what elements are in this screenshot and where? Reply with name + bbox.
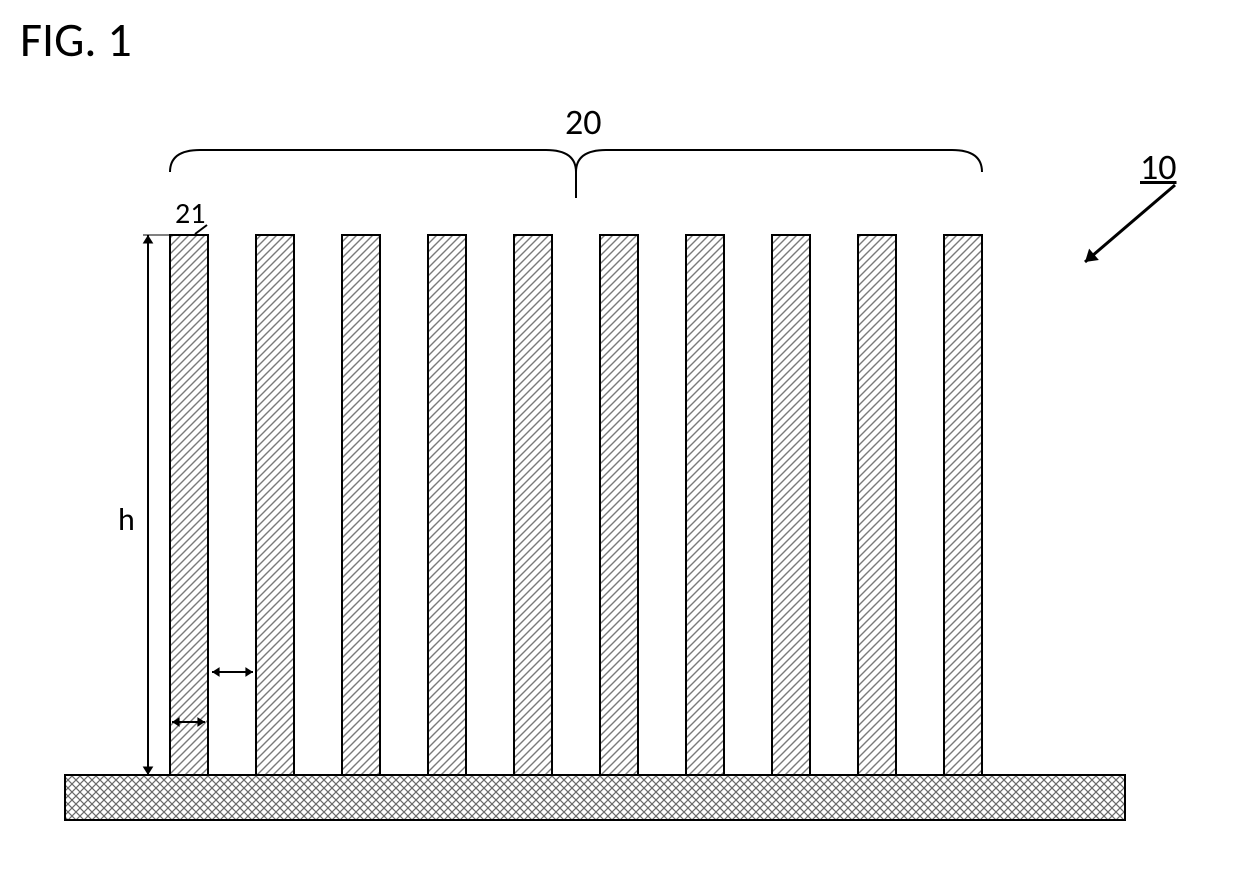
brace-20	[170, 150, 982, 172]
base-substrate	[65, 775, 1125, 820]
figure-diagram	[0, 0, 1240, 878]
pillar-array	[170, 235, 982, 775]
dim-h-arrow	[143, 235, 154, 775]
leader-21	[195, 225, 207, 234]
arrow-10	[1085, 185, 1175, 262]
dim-D-arrow	[212, 667, 253, 677]
